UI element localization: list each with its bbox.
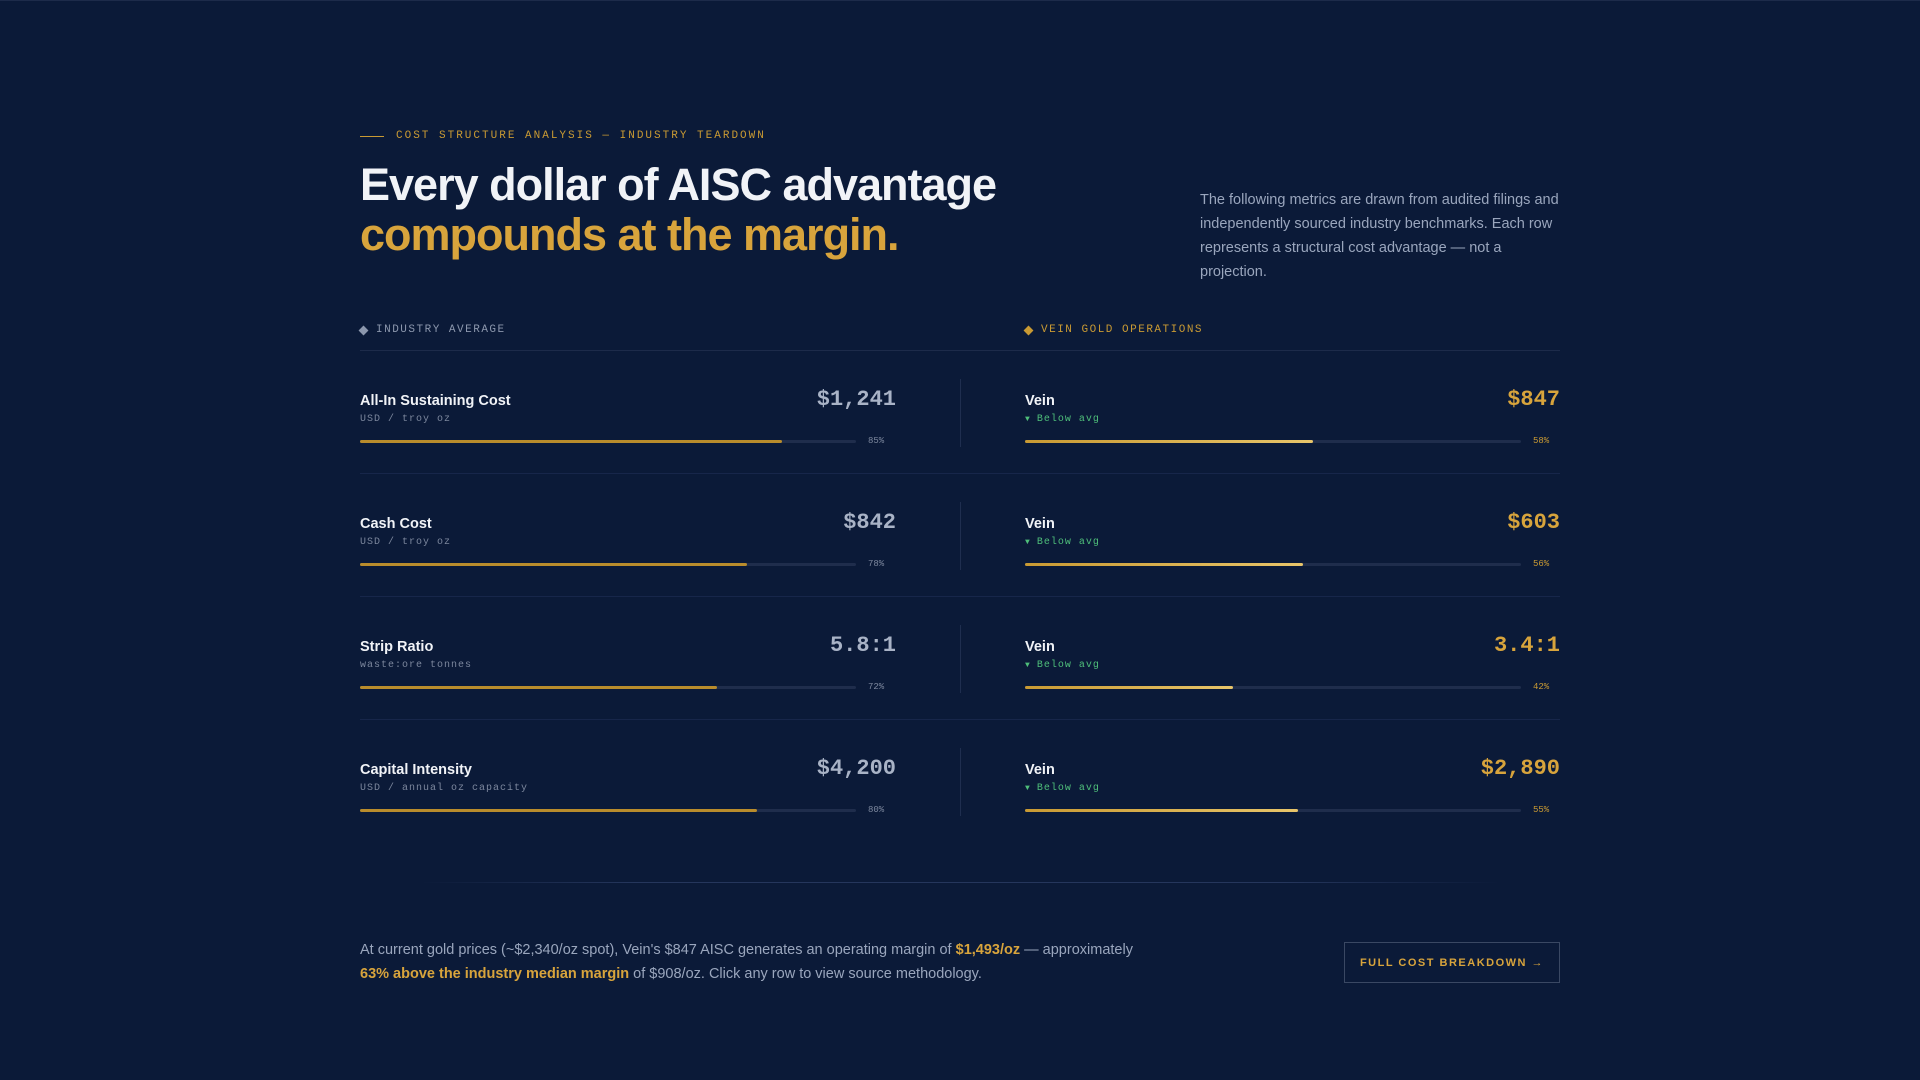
metric-value: $1,241 [816,387,896,412]
header-divider [360,350,1560,351]
vein-cell: Vein ▼ Below avg $847 58% [1025,387,1560,457]
summary-part-1: At current gold prices (~$2,340/oz spot)… [360,942,956,958]
title-line-2: compounds at the margin. [360,209,900,260]
metric-row-aisc[interactable]: All-In Sustaining Cost USD / troy oz $1,… [360,351,1560,474]
metric-name: Vein [1025,639,1055,655]
metric-name: Strip Ratio [360,639,434,655]
metric-value: $2,890 [1480,756,1560,781]
industry-cell: All-In Sustaining Cost USD / troy oz $1,… [360,387,896,457]
title-line-1: Every dollar of AISC advantage [360,159,997,210]
triangle-down-icon: ▼ [1025,661,1031,670]
metric-value: $4,200 [816,756,896,781]
bar-percent: 72% [868,682,885,692]
row-divider [360,473,1560,474]
summary-part-3: of $908/oz. Click any row to view source… [629,966,982,982]
metric-name: Cash Cost [360,516,432,532]
bar-percent: 80% [868,805,885,815]
summary-highlight-margin: $1,493/oz [955,942,1021,958]
bar-fill [360,686,718,689]
column-header-vein-label: VEIN GOLD OPERATIONS [1041,324,1204,336]
bar-fill [360,440,782,443]
vein-cell: Vein ▼ Below avg $603 56% [1025,510,1560,580]
metric-name: Vein [1025,762,1055,778]
status-text: Below avg [1036,414,1100,425]
status-text: Below avg [1036,660,1100,671]
bar-track [1025,686,1521,689]
metric-value: 5.8:1 [829,633,896,658]
cost-structure-section: COST STRUCTURE ANALYSIS — INDUSTRY TEARD… [358,0,1560,1080]
triangle-down-icon: ▼ [1025,784,1031,793]
metric-value: $847 [1507,387,1560,412]
metric-value: 3.4:1 [1493,633,1560,658]
column-divider [960,379,961,447]
bar-track [360,440,856,443]
bar-fill [1025,809,1298,812]
column-header-vein: VEIN GOLD OPERATIONS [1023,322,1204,338]
status-text: Below avg [1036,783,1100,794]
bar-track [360,563,856,566]
page-title: Every dollar of AISC advantage compounds… [360,160,1120,260]
industry-cell: Cash Cost USD / troy oz $842 78% [360,510,896,580]
column-header-industry-label: INDUSTRY AVERAGE [376,324,506,336]
bar-fill [1025,563,1303,566]
metric-value: $603 [1507,510,1560,535]
triangle-down-icon: ▼ [1025,538,1031,547]
metric-row-cash-cost[interactable]: Cash Cost USD / troy oz $842 78% Vein ▼ B… [360,474,1560,597]
metric-name: Capital Intensity [360,762,472,778]
vein-cell: Vein ▼ Below avg $2,890 55% [1025,756,1560,826]
intro-text: The following metrics are drawn from aud… [1200,192,1559,280]
metric-value: $842 [843,510,896,535]
triangle-down-icon: ▼ [1025,415,1031,424]
metric-row-strip-ratio[interactable]: Strip Ratio waste:ore tonnes 5.8:1 72% V… [360,597,1560,720]
bar-track [1025,809,1521,812]
bar-track [1025,563,1521,566]
bar-percent: 78% [868,559,885,569]
top-border [0,0,1920,1]
row-divider [360,596,1560,597]
eyebrow: COST STRUCTURE ANALYSIS — INDUSTRY TEARD… [360,129,766,143]
eyebrow-text: COST STRUCTURE ANALYSIS — INDUSTRY TEARD… [396,130,766,142]
diamond-icon [358,325,369,335]
metric-unit: USD / annual oz capacity [360,783,529,794]
metric-row-capital-intensity[interactable]: Capital Intensity USD / annual oz capaci… [360,720,1560,843]
status-text: Below avg [1036,537,1100,548]
bar-fill [1025,440,1313,443]
metric-name: Vein [1025,393,1055,409]
bar-fill [360,563,747,566]
summary-part-2: — approximately [1020,942,1133,958]
column-divider [960,625,961,693]
column-header-industry: INDUSTRY AVERAGE [358,322,506,338]
eyebrow-line [360,135,384,137]
status-badge: ▼ Below avg [1025,783,1100,794]
bar-percent: 56% [1533,559,1550,569]
metric-unit: USD / troy oz [360,537,452,548]
bar-percent: 85% [868,436,885,446]
bar-percent: 58% [1533,436,1550,446]
diamond-icon [1023,325,1034,335]
industry-cell: Strip Ratio waste:ore tonnes 5.8:1 72% [360,633,896,703]
column-divider [960,748,961,816]
summary-highlight-percent: 63% above the industry median margin [360,966,630,982]
column-divider [960,502,961,570]
metric-name: All-In Sustaining Cost [360,393,511,409]
bar-track [360,809,856,812]
full-cost-breakdown-button[interactable]: FULL COST BREAKDOWN → [1344,942,1560,983]
bar-fill [1025,686,1234,689]
footer-divider [420,882,1500,883]
status-badge: ▼ Below avg [1025,414,1100,425]
metric-unit: USD / troy oz [360,414,452,425]
metric-name: Vein [1025,516,1055,532]
bar-track [360,686,856,689]
bar-track [1025,440,1521,443]
industry-cell: Capital Intensity USD / annual oz capaci… [360,756,896,826]
bar-fill [360,809,757,812]
row-divider [360,719,1560,720]
bar-percent: 42% [1533,682,1550,692]
bar-percent: 55% [1533,805,1550,815]
vein-cell: Vein ▼ Below avg 3.4:1 42% [1025,633,1560,703]
summary-text: At current gold prices (~$2,340/oz spot)… [360,938,1160,986]
status-badge: ▼ Below avg [1025,660,1100,671]
status-badge: ▼ Below avg [1025,537,1100,548]
metric-unit: waste:ore tonnes [360,660,473,671]
